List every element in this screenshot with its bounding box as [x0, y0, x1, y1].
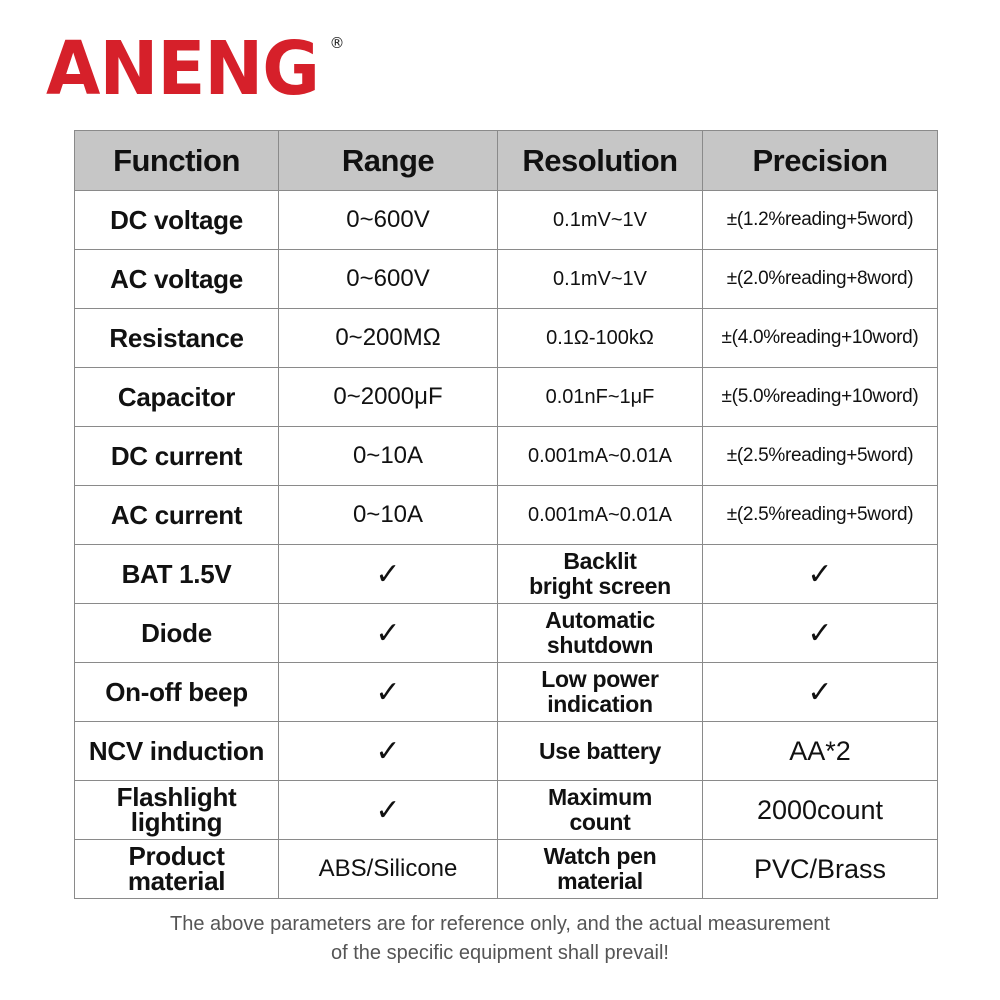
spec-table: Function Range Resolution Precision DC v… — [74, 130, 938, 899]
feature-row: On-off beep ✓ Low power indication ✓ — [74, 662, 938, 722]
checkmark-icon: ✓ — [807, 556, 833, 592]
precision-cell: ±(5.0%reading+10word) — [702, 367, 938, 427]
table-row: DC current 0~10A 0.001mA~0.01A ±(2.5%rea… — [74, 426, 938, 486]
precision-cell: ±(2.0%reading+8word) — [702, 249, 938, 309]
table-row: AC voltage 0~600V 0.1mV~1V ±(2.0%reading… — [74, 249, 938, 309]
feature-label: Watch pen material — [497, 839, 703, 899]
feature-label: Use battery — [497, 721, 703, 781]
precision-cell: ±(2.5%reading+5word) — [702, 426, 938, 486]
header-function: Function — [74, 130, 279, 191]
function-cell: AC current — [74, 485, 279, 545]
feature-label: Maximum count — [497, 780, 703, 840]
range-cell: 0~10A — [278, 426, 498, 486]
table-header-row: Function Range Resolution Precision — [74, 130, 938, 191]
brand-logo: ANENG ® — [46, 26, 345, 112]
range-cell: 0~10A — [278, 485, 498, 545]
resolution-cell: 0.001mA~0.01A — [497, 426, 703, 486]
disclaimer-footnote: The above parameters are for reference o… — [0, 910, 1000, 968]
checkmark-icon: ✓ — [375, 733, 401, 769]
range-cell: 0~600V — [278, 249, 498, 309]
header-precision: Precision — [702, 130, 938, 191]
checkmark-icon: ✓ — [375, 615, 401, 651]
checkmark-icon: ✓ — [807, 674, 833, 710]
resolution-cell: 0.1Ω-100kΩ — [497, 308, 703, 368]
resolution-cell: 0.001mA~0.01A — [497, 485, 703, 545]
range-cell: 0~600V — [278, 190, 498, 250]
resolution-cell: 0.01nF~1μF — [497, 367, 703, 427]
feature-label: Automatic shutdown — [497, 603, 703, 663]
feature-label: Backlit bright screen — [497, 544, 703, 604]
feature-row: NCV induction ✓ Use battery AA*2 — [74, 721, 938, 781]
table-row: AC current 0~10A 0.001mA~0.01A ±(2.5%rea… — [74, 485, 938, 545]
function-cell: DC voltage — [74, 190, 279, 250]
checkmark-icon: ✓ — [375, 556, 401, 592]
feature-label: Product material — [74, 839, 279, 899]
feature-value: ABS/Silicone — [278, 839, 498, 899]
resolution-cell: 0.1mV~1V — [497, 190, 703, 250]
function-cell: DC current — [74, 426, 279, 486]
feature-row: Product material ABS/Silicone Watch pen ma… — [74, 839, 938, 899]
feature-row: Diode ✓ Automatic shutdown ✓ — [74, 603, 938, 663]
feature-label: NCV induction — [74, 721, 279, 781]
table-row: Capacitor 0~2000μF 0.01nF~1μF ±(5.0%read… — [74, 367, 938, 427]
footnote-line-2: of the specific equipment shall prevail! — [331, 942, 669, 964]
table-row: DC voltage 0~600V 0.1mV~1V ±(1.2%reading… — [74, 190, 938, 250]
footnote-line-1: The above parameters are for reference o… — [170, 913, 830, 935]
feature-row: BAT 1.5V ✓ Backlit bright screen ✓ — [74, 544, 938, 604]
table-row: Resistance 0~200MΩ 0.1Ω-100kΩ ±(4.0%read… — [74, 308, 938, 368]
feature-label: BAT 1.5V — [74, 544, 279, 604]
brand-name: ANENG — [46, 26, 320, 112]
feature-row: Flashlight lighting ✓ Maximum count 2000co… — [74, 780, 938, 840]
resolution-cell: 0.1mV~1V — [497, 249, 703, 309]
precision-cell: ±(2.5%reading+5word) — [702, 485, 938, 545]
feature-label: Diode — [74, 603, 279, 663]
checkmark-icon: ✓ — [375, 792, 401, 828]
feature-label: On-off beep — [74, 662, 279, 722]
checkmark-icon: ✓ — [375, 674, 401, 710]
function-cell: Capacitor — [74, 367, 279, 427]
feature-label: Flashlight lighting — [74, 780, 279, 840]
header-range: Range — [278, 130, 498, 191]
precision-cell: ±(4.0%reading+10word) — [702, 308, 938, 368]
range-cell: 0~200MΩ — [278, 308, 498, 368]
feature-label: Low power indication — [497, 662, 703, 722]
function-cell: AC voltage — [74, 249, 279, 309]
precision-cell: ±(1.2%reading+5word) — [702, 190, 938, 250]
function-cell: Resistance — [74, 308, 279, 368]
feature-value: AA*2 — [702, 721, 938, 781]
header-resolution: Resolution — [497, 130, 703, 191]
checkmark-icon: ✓ — [807, 615, 833, 651]
range-cell: 0~2000μF — [278, 367, 498, 427]
registered-mark-icon: ® — [329, 34, 345, 52]
feature-value: 2000count — [702, 780, 938, 840]
feature-value: PVC/Brass — [702, 839, 938, 899]
